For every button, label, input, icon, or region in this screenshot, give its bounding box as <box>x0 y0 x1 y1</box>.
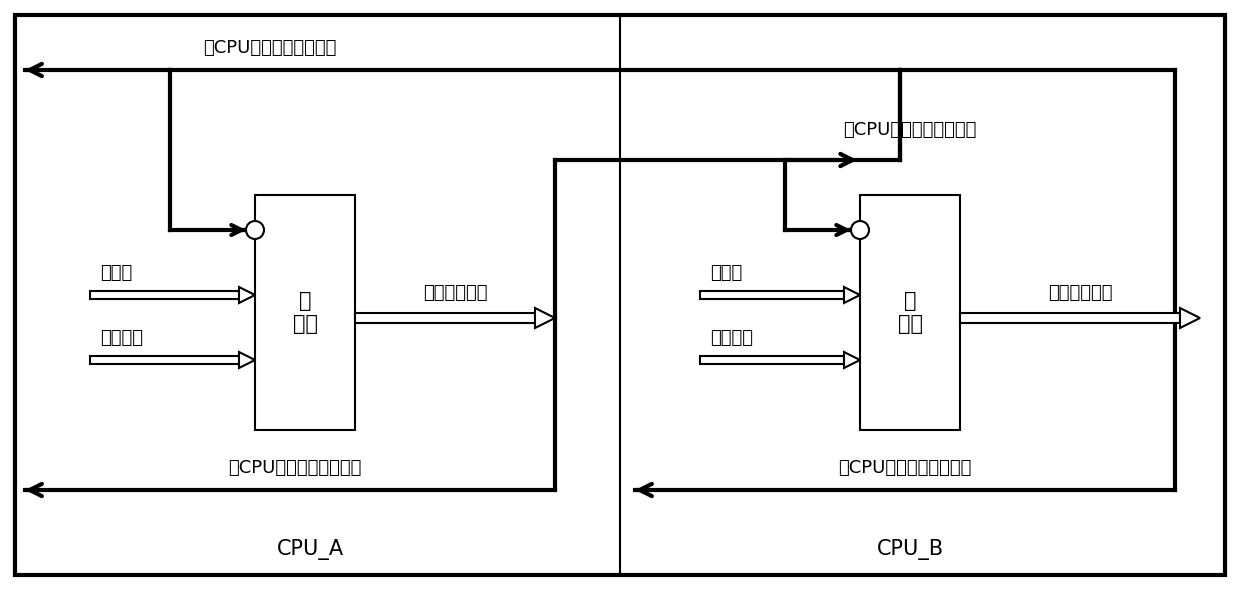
Polygon shape <box>701 356 844 364</box>
Polygon shape <box>355 313 534 323</box>
Text: 本CPU外设使能信号回读: 本CPU外设使能信号回读 <box>838 459 972 477</box>
Polygon shape <box>239 352 255 368</box>
Bar <box>255 195 355 430</box>
Polygon shape <box>239 287 255 303</box>
Text: CPU_A: CPU_A <box>277 540 343 560</box>
Text: 本CPU外设使能信号回读: 本CPU外设使能信号回读 <box>228 459 362 477</box>
Polygon shape <box>1180 308 1200 328</box>
Text: 与
逻辑: 与 逻辑 <box>898 291 923 334</box>
Text: 看门狗: 看门狗 <box>711 264 743 282</box>
Text: 它CPU外设使能信号读取: 它CPU外设使能信号读取 <box>843 121 977 139</box>
Polygon shape <box>960 313 1180 323</box>
Text: CPU_B: CPU_B <box>877 540 944 560</box>
Bar <box>861 195 960 430</box>
Text: 外设使能信号: 外设使能信号 <box>423 284 487 302</box>
Text: 主控指令: 主控指令 <box>100 329 143 347</box>
Text: 它CPU外设使能信号读取: 它CPU外设使能信号读取 <box>203 39 337 57</box>
Polygon shape <box>844 287 861 303</box>
Polygon shape <box>91 291 239 299</box>
Text: 看门狗: 看门狗 <box>100 264 133 282</box>
Polygon shape <box>701 291 844 299</box>
Polygon shape <box>91 356 239 364</box>
Circle shape <box>246 221 264 239</box>
Polygon shape <box>534 308 556 328</box>
Text: 外设使能信号: 外设使能信号 <box>1048 284 1112 302</box>
Text: 主控指令: 主控指令 <box>711 329 753 347</box>
Polygon shape <box>844 352 861 368</box>
Text: 与
逻辑: 与 逻辑 <box>293 291 317 334</box>
Circle shape <box>851 221 869 239</box>
